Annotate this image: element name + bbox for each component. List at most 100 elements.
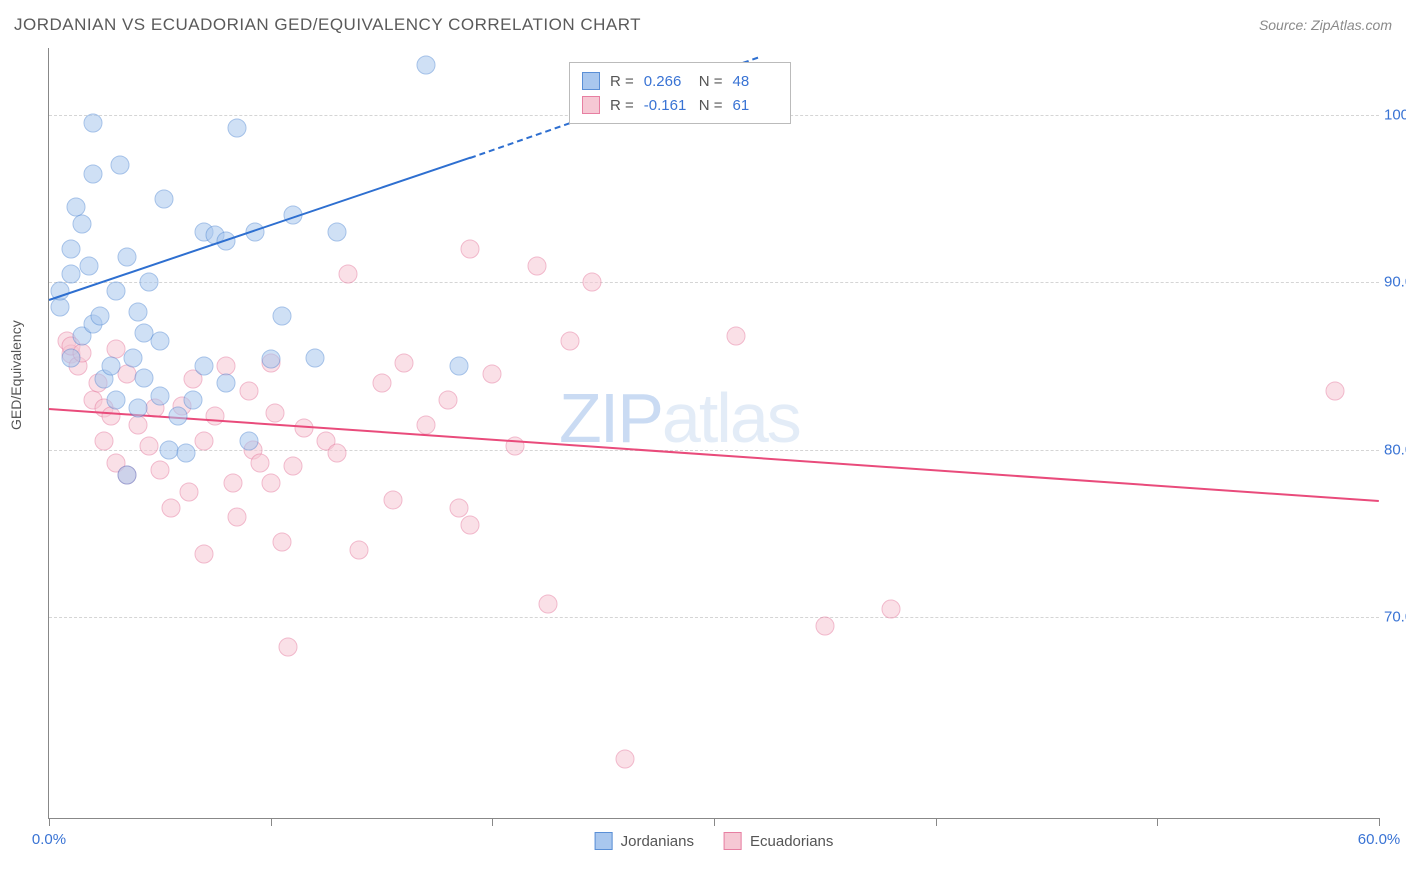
scatter-point	[583, 273, 602, 292]
legend-item: Ecuadorians	[724, 832, 833, 850]
scatter-point	[84, 164, 103, 183]
scatter-point	[73, 214, 92, 233]
scatter-point	[616, 750, 635, 769]
legend-swatch	[724, 832, 742, 850]
legend-swatch	[582, 96, 600, 114]
legend-item: Jordanians	[595, 832, 694, 850]
scatter-point	[124, 348, 143, 367]
scatter-point	[450, 499, 469, 518]
scatter-point	[1325, 382, 1344, 401]
stat-row: R =-0.161N =61	[582, 93, 778, 117]
scatter-point	[372, 373, 391, 392]
scatter-point	[239, 382, 258, 401]
y-tick-label: 80.0%	[1384, 441, 1406, 458]
chart-plot-area: ZIPatlas 70.0%80.0%90.0%100.0%0.0%60.0%R…	[48, 48, 1379, 819]
x-tick-label: 0.0%	[32, 831, 66, 848]
x-tick	[714, 818, 715, 826]
scatter-point	[328, 444, 347, 463]
scatter-point	[62, 264, 81, 283]
scatter-point	[416, 55, 435, 74]
r-value: 0.266	[644, 73, 689, 90]
stat-row: R =0.266N =48	[582, 69, 778, 93]
scatter-point	[461, 239, 480, 258]
n-label: N =	[699, 97, 723, 114]
scatter-point	[177, 444, 196, 463]
scatter-point	[272, 532, 291, 551]
scatter-point	[239, 432, 258, 451]
scatter-point	[79, 256, 98, 275]
scatter-point	[439, 390, 458, 409]
r-label: R =	[610, 73, 634, 90]
scatter-point	[168, 407, 187, 426]
y-tick-label: 90.0%	[1384, 274, 1406, 291]
scatter-point	[150, 460, 169, 479]
scatter-point	[184, 390, 203, 409]
scatter-point	[882, 599, 901, 618]
x-tick	[1157, 818, 1158, 826]
watermark-light: atlas	[662, 379, 800, 457]
y-axis-label: GED/Equivalency	[8, 320, 24, 430]
scatter-point	[527, 256, 546, 275]
y-tick-label: 70.0%	[1384, 609, 1406, 626]
scatter-point	[117, 248, 136, 267]
x-tick	[271, 818, 272, 826]
scatter-point	[450, 357, 469, 376]
legend-label: Ecuadorians	[750, 833, 833, 850]
scatter-point	[102, 407, 121, 426]
source-label: Source: ZipAtlas.com	[1259, 17, 1392, 33]
scatter-point	[117, 465, 136, 484]
scatter-point	[306, 348, 325, 367]
scatter-point	[128, 398, 147, 417]
scatter-point	[195, 544, 214, 563]
scatter-point	[217, 373, 236, 392]
scatter-point	[62, 348, 81, 367]
x-tick-label: 60.0%	[1358, 831, 1401, 848]
scatter-point	[128, 415, 147, 434]
r-label: R =	[610, 97, 634, 114]
scatter-point	[266, 403, 285, 422]
scatter-point	[161, 499, 180, 518]
trend-line	[49, 157, 471, 301]
scatter-point	[195, 357, 214, 376]
scatter-point	[155, 189, 174, 208]
x-tick	[49, 818, 50, 826]
scatter-point	[228, 119, 247, 138]
x-tick	[936, 818, 937, 826]
y-tick-label: 100.0%	[1384, 106, 1406, 123]
scatter-point	[195, 432, 214, 451]
gridline-h	[49, 617, 1379, 618]
scatter-point	[283, 457, 302, 476]
scatter-point	[228, 507, 247, 526]
scatter-point	[90, 306, 109, 325]
chart-title: JORDANIAN VS ECUADORIAN GED/EQUIVALENCY …	[14, 15, 641, 35]
scatter-point	[84, 114, 103, 133]
x-tick	[492, 818, 493, 826]
scatter-point	[128, 303, 147, 322]
scatter-point	[272, 306, 291, 325]
scatter-point	[394, 353, 413, 372]
scatter-point	[139, 437, 158, 456]
scatter-point	[461, 516, 480, 535]
scatter-point	[106, 281, 125, 300]
scatter-point	[261, 474, 280, 493]
scatter-point	[223, 474, 242, 493]
scatter-point	[51, 298, 70, 317]
scatter-point	[135, 368, 154, 387]
scatter-point	[383, 490, 402, 509]
scatter-point	[159, 440, 178, 459]
scatter-point	[150, 387, 169, 406]
scatter-point	[560, 331, 579, 350]
scatter-point	[95, 432, 114, 451]
scatter-point	[139, 273, 158, 292]
scatter-point	[350, 541, 369, 560]
gridline-h	[49, 282, 1379, 283]
legend-label: Jordanians	[621, 833, 694, 850]
x-tick	[1379, 818, 1380, 826]
scatter-point	[727, 326, 746, 345]
scatter-point	[538, 594, 557, 613]
scatter-point	[106, 390, 125, 409]
scatter-point	[261, 350, 280, 369]
n-value: 48	[733, 73, 778, 90]
scatter-point	[150, 331, 169, 350]
scatter-point	[206, 407, 225, 426]
